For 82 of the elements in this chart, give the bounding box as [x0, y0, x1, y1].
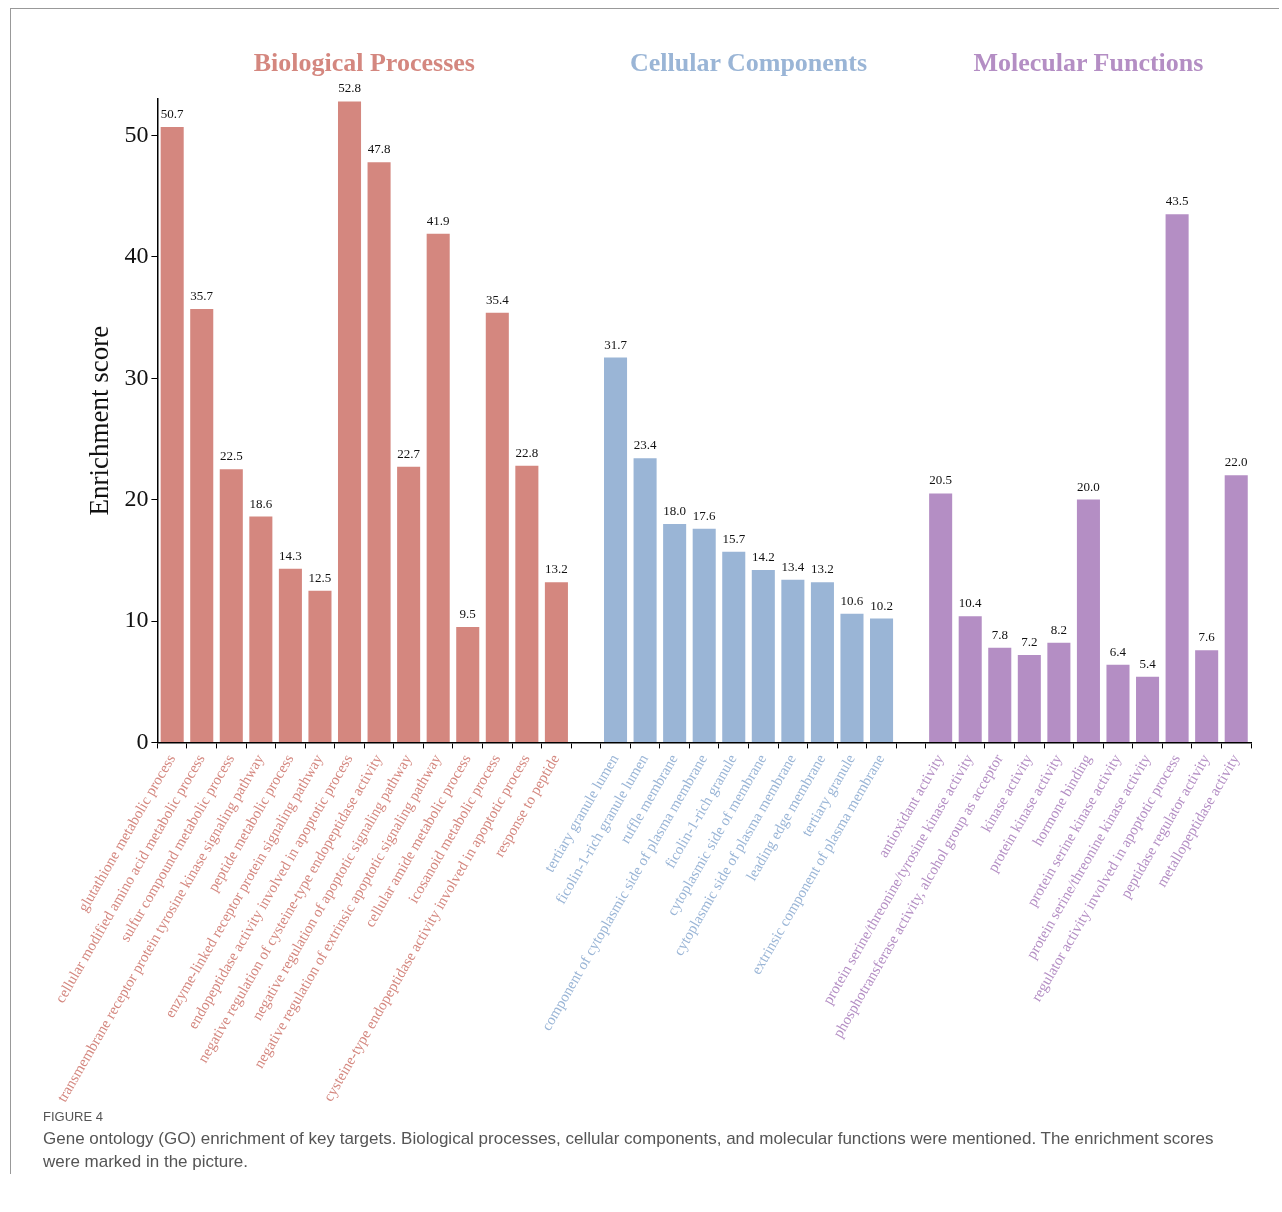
data-label: 7.2 [1021, 633, 1038, 649]
data-label: 35.7 [190, 287, 214, 303]
data-label: 41.9 [426, 212, 450, 228]
data-label: 12.5 [308, 569, 332, 585]
bar [604, 357, 628, 742]
series-label: Biological Processes [253, 48, 475, 77]
bar [1165, 214, 1189, 742]
data-label: 6.4 [1109, 643, 1127, 659]
data-label: 22.5 [219, 448, 243, 464]
bar [958, 616, 982, 742]
data-label: 18.6 [249, 495, 273, 511]
data-label: 13.4 [781, 558, 805, 574]
bar [692, 528, 716, 742]
data-label: 50.7 [160, 105, 185, 121]
data-label: 18.0 [663, 502, 687, 518]
bar [988, 647, 1012, 742]
bar [219, 469, 243, 742]
bar [544, 582, 568, 742]
caption: FIGURE 4 [43, 1109, 104, 1124]
y-tick-label: 30 [124, 363, 149, 390]
bar [1106, 664, 1130, 742]
data-label: 9.5 [459, 606, 476, 622]
bar [308, 590, 332, 742]
data-label: 10.2 [870, 597, 893, 613]
data-label: 7.8 [991, 626, 1008, 642]
data-label: 22.7 [397, 445, 421, 461]
y-tick-label: 20 [124, 484, 149, 511]
bar [663, 523, 687, 742]
data-label: 22.8 [515, 444, 539, 460]
y-tick-label: 50 [124, 120, 149, 147]
bar [929, 493, 953, 742]
y-tick-label: 40 [124, 242, 149, 269]
bar [160, 126, 184, 742]
bar [1136, 676, 1160, 742]
bar [781, 579, 805, 742]
bar [278, 568, 302, 742]
text: Molecular Functions [973, 48, 1204, 77]
bar [367, 162, 391, 742]
y-axis-title: Enrichment score [84, 325, 115, 516]
bar [810, 582, 834, 742]
bar [870, 618, 894, 742]
data-label: 14.3 [279, 547, 302, 563]
bar [1047, 642, 1071, 742]
bar [1076, 499, 1100, 742]
bar [190, 309, 214, 742]
data-label: 17.6 [692, 507, 717, 523]
data-label: 8.2 [1050, 621, 1068, 637]
text: Gene ontology (GO) enrichment of key targets. Biological processes, cellular components, and molecular functions were mentioned. The enrichment scores were marked in the picture. [43, 1128, 1215, 1173]
data-label: 47.8 [367, 141, 391, 157]
bar [337, 101, 362, 742]
data-label: 7.6 [1198, 629, 1216, 645]
bar [840, 613, 864, 742]
bar [485, 312, 509, 742]
bar [426, 233, 450, 742]
bar [515, 465, 539, 742]
data-label: 52.8 [338, 80, 361, 96]
data-label: 14.2 [751, 548, 775, 564]
data-label: 15.7 [722, 530, 746, 546]
bar [1195, 650, 1219, 742]
data-label: 5.4 [1139, 655, 1157, 671]
data-label: 10.6 [840, 592, 864, 608]
data-label: 23.4 [633, 437, 657, 453]
data-label: 13.2 [545, 561, 568, 577]
bar [1224, 475, 1248, 742]
bar [456, 627, 480, 742]
data-label: 20.0 [1077, 478, 1100, 494]
data-label: 20.5 [929, 472, 953, 488]
data-label: 31.7 [604, 336, 628, 352]
bar [722, 551, 746, 742]
data-label: 35.4 [485, 291, 510, 307]
data-label: 13.2 [811, 561, 834, 577]
bar [1017, 655, 1041, 742]
bar [249, 516, 273, 742]
bar [751, 570, 775, 742]
data-label: 10.4 [958, 595, 983, 611]
y-tick-label: 10 [124, 606, 149, 633]
data-label: 43.5 [1165, 193, 1189, 209]
text: Cellular Components [629, 48, 868, 77]
data-label: 22.0 [1224, 454, 1248, 470]
bar [633, 458, 657, 742]
y-tick-label: 0 [136, 727, 149, 754]
bar [397, 466, 421, 742]
